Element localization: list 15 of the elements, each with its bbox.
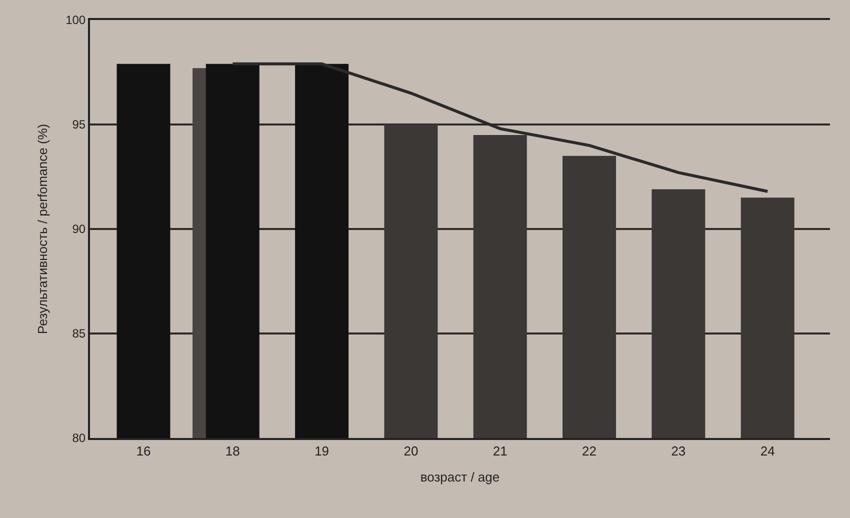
y-tick-label: 90 [72, 222, 86, 236]
x-axis-title: возраст / age [420, 470, 500, 485]
y-tick-label: 100 [66, 13, 86, 28]
x-tick-label: 19 [314, 444, 330, 459]
y-tick-label: 80 [72, 431, 86, 446]
y-tick-label: 85 [72, 326, 86, 341]
x-tick-label: 24 [760, 444, 775, 459]
x-tick-label: 16 [136, 444, 151, 459]
y-tick-label: 95 [72, 118, 86, 132]
x-tick-label: 20 [404, 444, 418, 459]
x-tick-label: 21 [492, 444, 508, 459]
x-tick-label: 22 [582, 444, 597, 459]
x-tick-label: 23 [671, 444, 686, 459]
x-tick-label: 18 [225, 444, 240, 459]
y-axis-title: Результативность / perfomance (%) [35, 124, 50, 334]
